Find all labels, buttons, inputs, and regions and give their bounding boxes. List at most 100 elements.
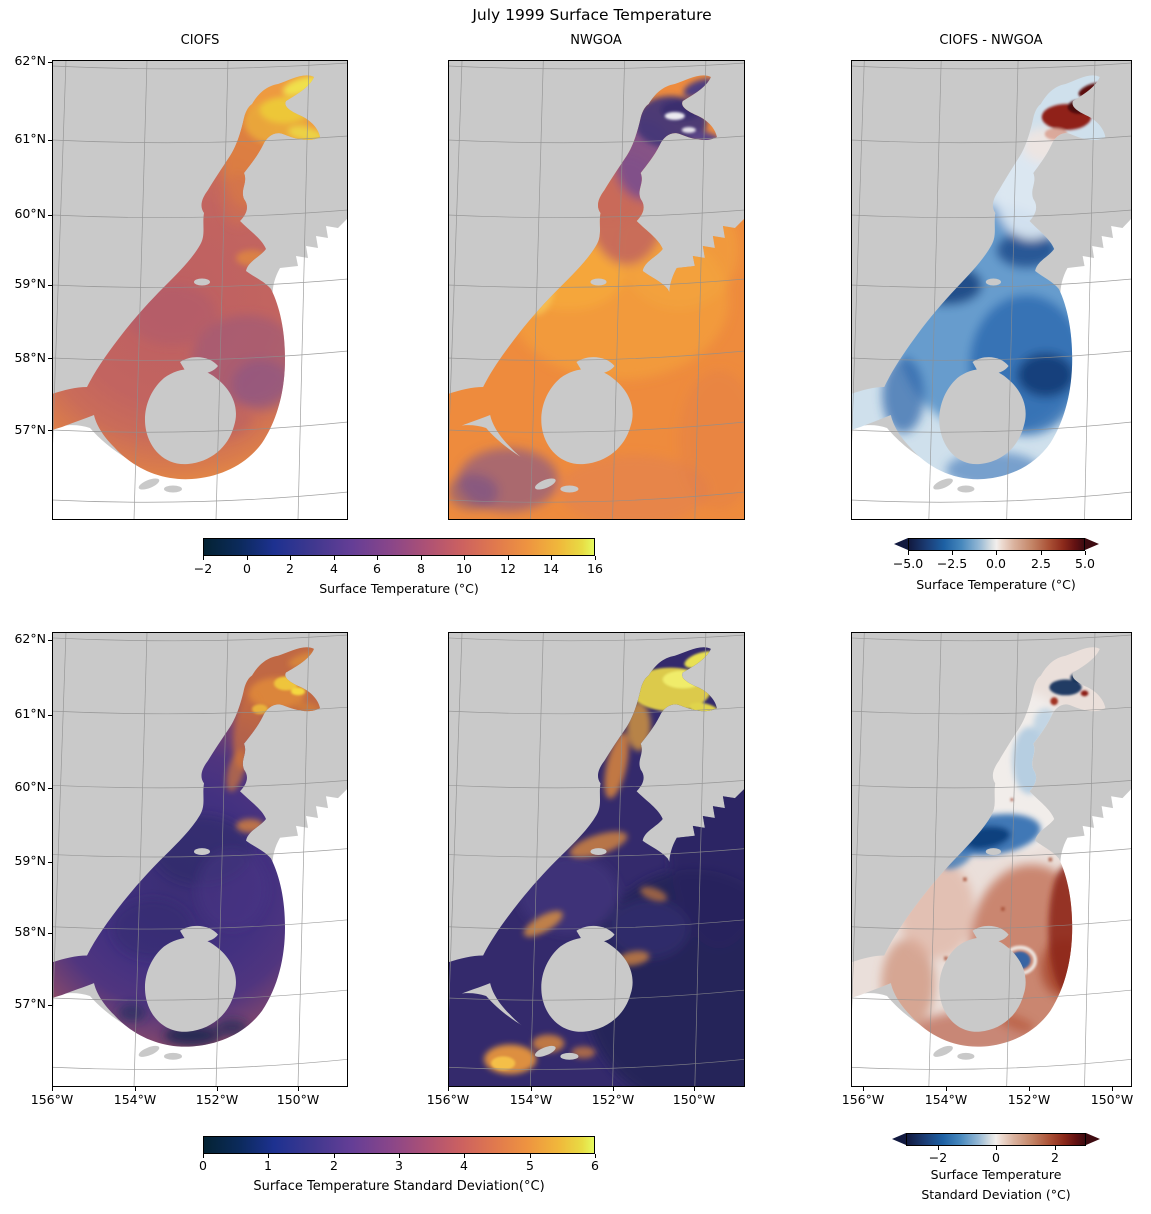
tick-mark [135, 1087, 136, 1091]
colorbar-tick-label: −2 [928, 1150, 948, 1165]
colorbar-tick-label: 5 [526, 1158, 534, 1173]
map-border [448, 60, 745, 520]
colorbar-tick-label: 0 [243, 561, 251, 576]
tick-mark [48, 640, 52, 641]
tick-mark [613, 1087, 614, 1091]
tick-mark [334, 1154, 335, 1158]
colorbar-label-line1: Surface Temperature [930, 1167, 1062, 1182]
map-sd-difference [851, 632, 1132, 1087]
tick-mark [448, 1087, 449, 1091]
map-nwgoa-sd [448, 632, 745, 1087]
lon-tick-label: 152°W [195, 1092, 239, 1107]
lon-tick-label: 156°W [30, 1092, 74, 1107]
tick-mark [863, 1087, 864, 1091]
lon-tick-label: 154°W [113, 1092, 157, 1107]
map-nwgoa-temperature [448, 60, 745, 520]
colorbar-tick-label: 6 [373, 561, 381, 576]
tick-mark [694, 1087, 695, 1091]
colorbar-tick-label: 3 [395, 1158, 403, 1173]
tick-mark [531, 1087, 532, 1091]
tick-mark [1085, 551, 1086, 555]
tick-mark [48, 285, 52, 286]
lon-tick-label: 152°W [1007, 1092, 1051, 1107]
colorbar-label: Surface Temperature (°C) [319, 581, 479, 596]
lon-tick-label: 154°W [509, 1092, 553, 1107]
map-border [448, 632, 745, 1087]
tick-mark [508, 556, 509, 560]
colorbar-temperature [203, 538, 595, 556]
colorbar-tick-label: 2.5 [1031, 556, 1051, 571]
map-border [851, 60, 1132, 520]
lat-tick-label: 59°N [14, 853, 46, 868]
tick-mark [48, 788, 52, 789]
colorbar-tick-label: 0 [992, 1150, 1000, 1165]
tick-mark [938, 1146, 939, 1150]
colorbar-tick-label: 10 [456, 561, 472, 576]
lon-tick-label: 150°W [1090, 1092, 1134, 1107]
colorbar-sd [203, 1136, 595, 1154]
figure-title: July 1999 Surface Temperature [472, 6, 712, 24]
colorbar-tick-label: 5.0 [1075, 556, 1095, 571]
lat-tick-label: 61°N [14, 706, 46, 721]
lat-tick-label: 57°N [14, 996, 46, 1011]
tick-mark [203, 556, 204, 560]
tick-mark [952, 551, 953, 555]
colorbar-label-line2: Standard Deviation (°C) [921, 1187, 1071, 1202]
tick-mark [377, 556, 378, 560]
tick-mark [908, 551, 909, 555]
colorbar-label: Surface Temperature Standard Deviation(°… [253, 1179, 545, 1194]
panel-title-nwgoa: NWGOA [570, 33, 622, 48]
colorbar-tick-label: 12 [500, 561, 516, 576]
tick-mark [48, 1005, 52, 1006]
colorbar-tick-label: −2.5 [936, 556, 968, 571]
tick-mark [48, 215, 52, 216]
tick-mark [217, 1087, 218, 1091]
tick-mark [48, 715, 52, 716]
colorbar-tick-label: 2 [330, 1158, 338, 1173]
lat-tick-label: 61°N [14, 131, 46, 146]
tick-mark [1055, 1146, 1056, 1150]
colorbar-tick-label: 2 [286, 561, 294, 576]
tick-mark [421, 556, 422, 560]
tick-mark [52, 1087, 53, 1091]
tick-mark [290, 556, 291, 560]
lat-tick-label: 58°N [14, 924, 46, 939]
lat-tick-label: 59°N [14, 276, 46, 291]
tick-mark [298, 1087, 299, 1091]
colorbar-tick-label: 14 [543, 561, 559, 576]
colorbar-tick-label: −5.0 [892, 556, 924, 571]
colorbar-tick-label: 1 [264, 1158, 272, 1173]
colorbar-tick-label: −2 [193, 561, 213, 576]
map-border [52, 632, 348, 1087]
tick-mark [1041, 551, 1042, 555]
colorbar-tick-label: 6 [591, 1158, 599, 1173]
tick-mark [996, 1146, 997, 1150]
lon-tick-label: 154°W [924, 1092, 968, 1107]
colorbar-tick-label: 2 [1051, 1150, 1059, 1165]
panel-title-diff: CIOFS - NWGOA [939, 33, 1043, 48]
colorbar-sd-diff [906, 1133, 1086, 1146]
panel-title-ciofs: CIOFS [180, 33, 220, 48]
colorbar-tick-label: 0 [199, 1158, 207, 1173]
lat-tick-label: 57°N [14, 422, 46, 437]
lat-tick-label: 60°N [14, 779, 46, 794]
tick-mark [464, 1154, 465, 1158]
tick-mark [48, 62, 52, 63]
tick-mark [595, 556, 596, 560]
tick-mark [551, 556, 552, 560]
tick-mark [203, 1154, 204, 1158]
colorbar-tick-label: 4 [330, 561, 338, 576]
colorbar-label: Surface Temperature (°C) [916, 577, 1076, 592]
tick-mark [334, 556, 335, 560]
colorbar-tick-label: 0.0 [986, 556, 1006, 571]
tick-mark [247, 556, 248, 560]
tick-mark [48, 140, 52, 141]
tick-mark [268, 1154, 269, 1158]
colorbar-temperature-diff [908, 538, 1085, 551]
tick-mark [48, 862, 52, 863]
lat-tick-label: 60°N [14, 206, 46, 221]
map-border [851, 632, 1132, 1087]
map-ciofs-sd [52, 632, 348, 1087]
colorbar-arrow-right [1086, 1133, 1100, 1145]
